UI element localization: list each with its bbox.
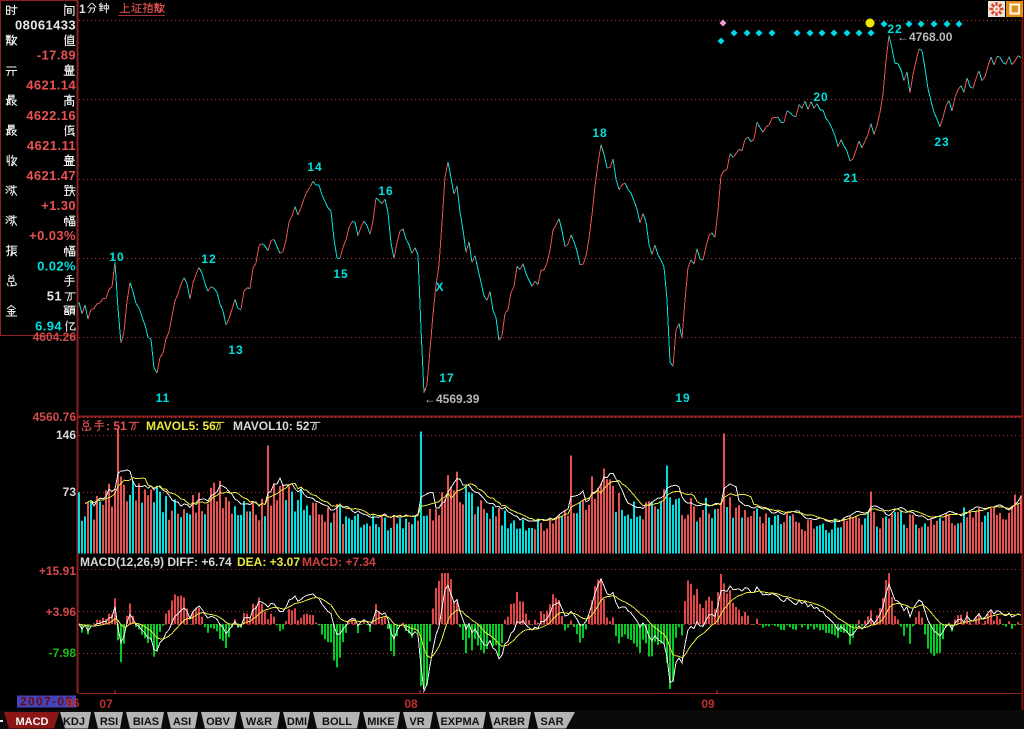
svg-text:-7.98: -7.98 <box>49 646 77 660</box>
svg-text:08061433: 08061433 <box>15 18 76 33</box>
svg-text:MACD: +7.34: MACD: +7.34 <box>302 555 376 569</box>
svg-text:BIAS: BIAS <box>133 716 159 728</box>
svg-text:1: 1 <box>79 2 86 16</box>
svg-text:+0.03%: +0.03% <box>29 228 76 243</box>
svg-text:19: 19 <box>675 391 690 405</box>
svg-text:146: 146 <box>56 428 76 442</box>
svg-text:0.02%: 0.02% <box>37 258 76 273</box>
svg-text:X: X <box>435 280 444 294</box>
svg-text:14: 14 <box>307 160 322 174</box>
svg-text:DMI: DMI <box>287 716 307 728</box>
svg-text:10: 10 <box>109 250 124 264</box>
svg-text:←4569.39: ←4569.39 <box>424 392 480 406</box>
svg-text:12: 12 <box>201 252 216 266</box>
svg-text:MAVOL10: 52: MAVOL10: 52 <box>233 419 310 433</box>
svg-text:VR: VR <box>409 716 424 728</box>
svg-text:MACD: MACD <box>16 716 49 728</box>
svg-text:11: 11 <box>156 391 171 405</box>
svg-text:ASI: ASI <box>173 716 191 728</box>
svg-text:EXPMA: EXPMA <box>440 716 479 728</box>
svg-text:4621.11: 4621.11 <box>27 138 76 153</box>
svg-text:21: 21 <box>843 171 858 185</box>
svg-text:18: 18 <box>592 126 607 140</box>
svg-text:MACD(12,26,9) DIFF: +6.74: MACD(12,26,9) DIFF: +6.74 <box>80 555 232 569</box>
svg-text:RSI: RSI <box>100 716 118 728</box>
svg-text:09: 09 <box>701 697 715 711</box>
svg-text:MAVOL5: 56: MAVOL5: 56 <box>146 419 216 433</box>
svg-text:4621.47: 4621.47 <box>26 168 76 183</box>
svg-text:SAR: SAR <box>540 716 563 728</box>
svg-text:4622.16: 4622.16 <box>26 108 76 123</box>
svg-text:+1.30: +1.30 <box>41 198 76 213</box>
svg-text:DEA: +3.07: DEA: +3.07 <box>237 555 300 569</box>
svg-text:ARBR: ARBR <box>493 716 525 728</box>
svg-text:-17.89: -17.89 <box>37 48 76 63</box>
svg-text:2007-08: 2007-08 <box>20 695 72 709</box>
svg-text:51: 51 <box>47 288 62 303</box>
svg-text:KDJ: KDJ <box>63 716 85 728</box>
svg-text:BOLL: BOLL <box>322 716 352 728</box>
svg-text:4560.76: 4560.76 <box>33 410 77 424</box>
svg-text:6.94: 6.94 <box>35 319 62 334</box>
svg-text:4604.26: 4604.26 <box>33 330 77 344</box>
svg-text:+3.96: +3.96 <box>46 605 77 619</box>
svg-text:23: 23 <box>934 135 949 149</box>
svg-text:OBV: OBV <box>206 716 231 728</box>
svg-text:08: 08 <box>404 697 418 711</box>
svg-text:15: 15 <box>333 267 348 281</box>
svg-text:06: 06 <box>66 696 80 710</box>
svg-text:←4768.00: ←4768.00 <box>897 30 953 44</box>
svg-text:MIKE: MIKE <box>367 716 395 728</box>
svg-text:W&R: W&R <box>246 716 272 728</box>
svg-text:17: 17 <box>439 371 454 385</box>
svg-text:20: 20 <box>813 90 828 104</box>
svg-text:16: 16 <box>378 184 393 198</box>
svg-text:13: 13 <box>228 343 243 357</box>
svg-text:+15.91: +15.91 <box>39 564 76 578</box>
svg-text:22: 22 <box>887 22 902 36</box>
svg-text:07: 07 <box>99 697 113 711</box>
svg-text:: 51: : 51 <box>106 419 127 433</box>
svg-text:73: 73 <box>63 485 77 499</box>
svg-text:4621.14: 4621.14 <box>26 78 76 93</box>
